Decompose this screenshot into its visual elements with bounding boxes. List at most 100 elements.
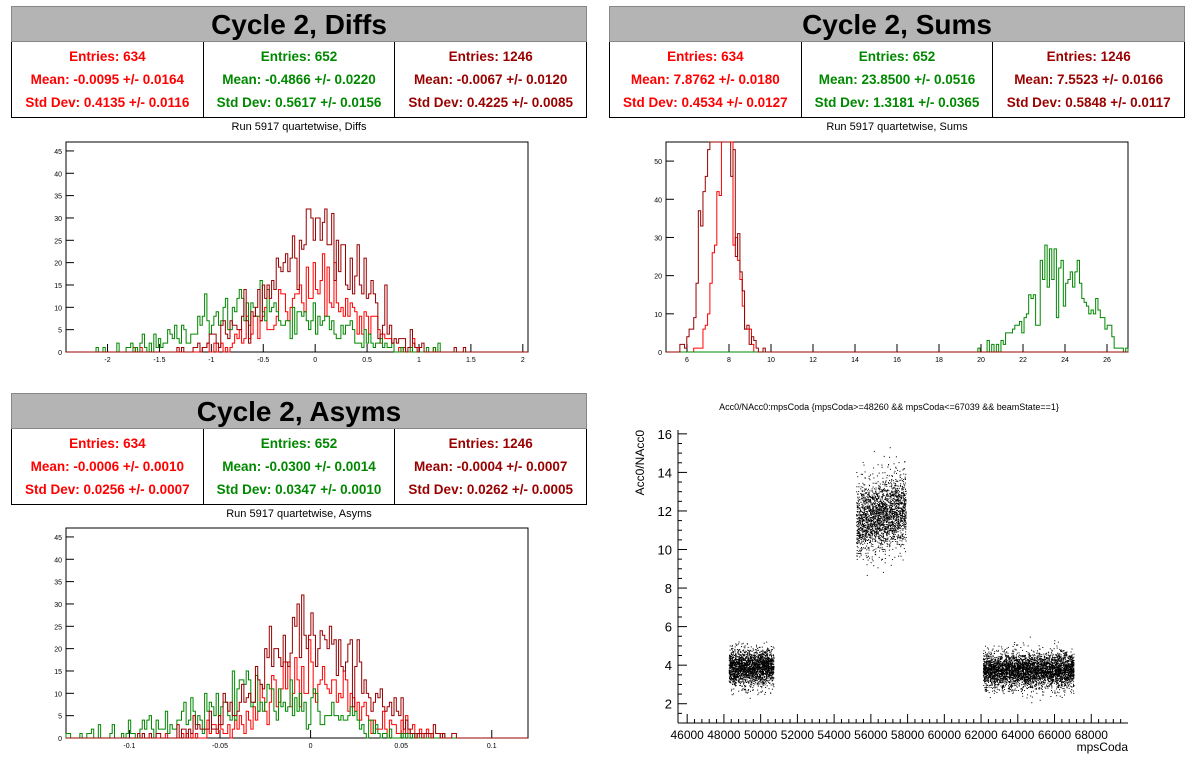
scatter-point xyxy=(756,683,758,685)
x-tick-label: 50000 xyxy=(744,728,778,742)
scatter-point xyxy=(869,498,871,500)
scatter-point xyxy=(739,682,741,684)
scatter-point xyxy=(733,659,735,661)
scatter-point xyxy=(876,503,878,504)
scatter-point xyxy=(904,515,906,517)
scatter-point xyxy=(880,514,882,516)
scatter-point xyxy=(768,658,770,659)
scatter-point xyxy=(883,503,885,505)
scatter-point xyxy=(1057,674,1059,676)
asyms-stats-green: Entries: 652 Mean: -0.0300 +/- 0.0014 St… xyxy=(204,429,396,504)
scatter-point xyxy=(751,664,753,666)
scatter-point xyxy=(870,512,872,514)
scatter-point xyxy=(729,667,731,669)
scatter-point xyxy=(879,503,880,505)
scatter-point xyxy=(881,501,883,503)
scatter-point xyxy=(900,537,901,539)
scatter-point xyxy=(731,671,733,673)
scatter-point xyxy=(898,521,899,523)
scatter-point xyxy=(770,660,772,662)
scatter-point xyxy=(747,656,749,658)
scatter-point xyxy=(867,494,869,496)
scatter-point xyxy=(874,518,876,520)
scatter-point xyxy=(747,680,749,682)
y-tick-label: 5 xyxy=(58,714,62,721)
scatter-point xyxy=(755,677,757,679)
scatter-point xyxy=(890,516,891,518)
scatter-point xyxy=(756,651,757,653)
scatter-point xyxy=(895,507,897,509)
scatter-point xyxy=(859,515,861,517)
scatter-point xyxy=(873,506,875,508)
scatter-point xyxy=(738,670,740,672)
scatter-point xyxy=(763,674,765,676)
scatter-point xyxy=(735,653,737,655)
scatter-point xyxy=(874,539,876,541)
scatter-point xyxy=(864,538,866,540)
scatter-point xyxy=(867,527,869,529)
scatter-point xyxy=(749,667,751,669)
scatter-point xyxy=(889,501,891,503)
scatter-point xyxy=(866,536,868,538)
scatter-point xyxy=(878,519,880,521)
scatter-point xyxy=(876,500,878,502)
scatter-point xyxy=(738,651,739,653)
scatter-point xyxy=(744,655,746,657)
scatter-point xyxy=(761,664,763,666)
x-tick-label: 12 xyxy=(809,357,817,364)
scatter-point xyxy=(761,667,763,669)
scatter-point xyxy=(883,540,885,542)
diffs-subtitle: Run 5917 quartetwise, Diffs xyxy=(231,121,367,133)
scatter-point xyxy=(895,524,897,526)
scatter-point xyxy=(881,503,883,505)
scatter-point xyxy=(889,511,891,513)
scatter-point xyxy=(750,672,752,674)
scatter-point xyxy=(860,473,862,475)
scatter-point xyxy=(876,499,878,501)
scatter-point xyxy=(873,510,875,512)
scatter-point xyxy=(753,652,755,654)
scatter-point xyxy=(897,498,899,500)
scatter-point xyxy=(761,663,763,665)
scatter-point xyxy=(745,679,747,681)
scatter-point xyxy=(730,673,732,675)
y-tick-label: 15 xyxy=(54,283,62,290)
hist-series-darkred xyxy=(666,141,1128,353)
scatter-point xyxy=(863,510,865,511)
scatter-point xyxy=(754,658,756,660)
scatter-point xyxy=(753,673,755,675)
scatter-point xyxy=(769,667,771,669)
scatter-point xyxy=(755,655,757,657)
scatter-point xyxy=(729,665,731,667)
scatter-point xyxy=(895,490,897,492)
x-tick-label: 8 xyxy=(727,357,731,364)
y-tick-label: 30 xyxy=(54,602,62,609)
y-tick-label: 0 xyxy=(58,736,62,743)
scatter-point xyxy=(874,522,876,524)
scatter-point xyxy=(751,669,753,671)
scatter-point xyxy=(739,654,741,656)
scatter-point xyxy=(750,660,752,662)
scatter-point xyxy=(890,514,892,516)
scatter-point xyxy=(879,530,880,532)
scatter-point xyxy=(889,530,891,531)
scatter-point xyxy=(755,666,757,668)
scatter-point xyxy=(880,500,882,502)
scatter-point xyxy=(749,676,751,678)
scatter-point xyxy=(985,645,986,647)
scatter-point xyxy=(868,500,870,502)
scatter-point xyxy=(883,517,885,519)
scatter-point xyxy=(886,484,888,486)
scatter-point xyxy=(882,523,884,525)
scatter-point xyxy=(730,672,732,673)
scatter-point xyxy=(1024,656,1026,658)
scatter-point xyxy=(753,649,755,651)
scatter-point xyxy=(764,658,766,660)
scatter-point xyxy=(895,519,897,521)
scatter-point xyxy=(870,504,872,506)
scatter-point xyxy=(862,499,864,501)
scatter-point xyxy=(860,548,862,550)
scatter-point xyxy=(753,665,755,667)
scatter-point xyxy=(899,507,901,509)
scatter-point xyxy=(883,503,885,505)
